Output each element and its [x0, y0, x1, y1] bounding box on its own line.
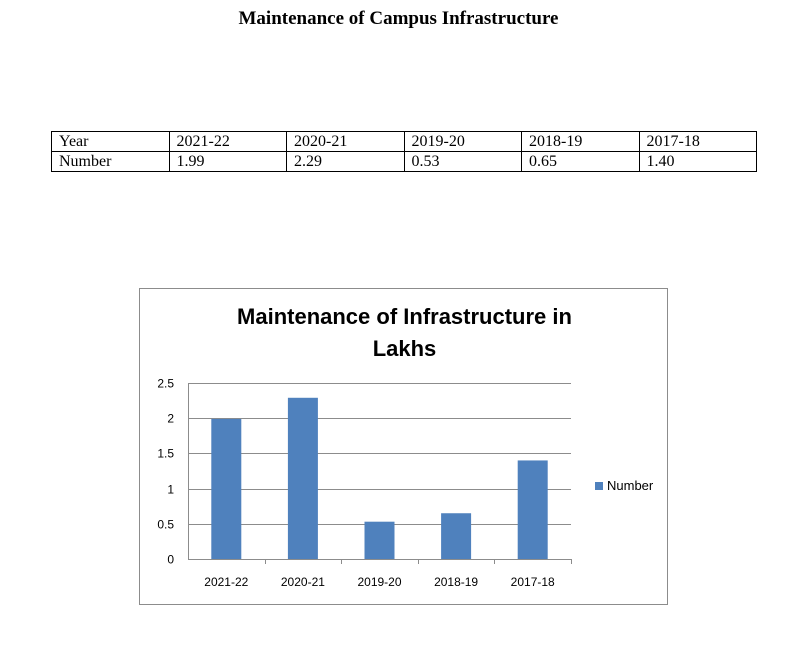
bar — [441, 513, 472, 559]
table-cell: 2.29 — [286, 151, 405, 172]
x-tick-label: 2021-22 — [204, 575, 248, 589]
data-table: Year 2021-22 2020-21 2019-20 2018-19 201… — [51, 131, 757, 172]
x-tick-label: 2019-20 — [357, 575, 401, 589]
bar — [211, 418, 242, 559]
x-tick-label: 2020-21 — [281, 575, 325, 589]
document-title: Maintenance of Campus Infrastructure — [238, 8, 559, 29]
legend-swatch — [595, 481, 603, 490]
table-cell: 2021-22 — [168, 131, 287, 152]
table-cell: 1.40 — [638, 151, 757, 172]
y-tick-label: 0.5 — [157, 518, 174, 532]
table-cell: 1.99 — [168, 151, 287, 172]
y-tick-label: 1 — [167, 483, 174, 497]
y-tick-label: 2.5 — [157, 377, 174, 391]
table-cell: 2019-20 — [403, 131, 522, 152]
chart-title-line-2: Lakhs — [372, 336, 437, 361]
chart-title: Maintenance of Infrastructure in Lakhs — [140, 301, 669, 365]
table-row: Year 2021-22 2020-21 2019-20 2018-19 201… — [51, 131, 757, 152]
y-tick-label: 0 — [167, 553, 174, 567]
x-tick-label: 2018-19 — [434, 575, 478, 589]
table-cell: Number — [51, 151, 170, 172]
x-tick-label: 2017-18 — [511, 575, 555, 589]
table-cell: 2018-19 — [521, 131, 640, 152]
table-cell: 2017-18 — [638, 131, 757, 152]
chart-title-line-1: Maintenance of Infrastructure in — [237, 304, 572, 329]
bar — [517, 460, 548, 559]
bar — [287, 397, 318, 559]
table-row: Number 1.99 2.29 0.53 0.65 1.40 — [51, 151, 757, 172]
table-cell: 2020-21 — [286, 131, 405, 152]
chart-legend: Number — [595, 478, 653, 493]
y-tick-label: 2 — [167, 412, 174, 426]
y-tick-label: 1.5 — [157, 447, 174, 461]
table-cell: 0.65 — [521, 151, 640, 172]
bar — [364, 521, 395, 559]
table-cell: 0.53 — [403, 151, 522, 172]
table-cell: Year — [51, 131, 170, 152]
chart-container: Maintenance of Infrastructure in Lakhs 0… — [139, 288, 668, 605]
legend-label: Number — [607, 478, 654, 493]
bar-chart-plot: 0 0.5 1 1.5 2 2.5 2021-22 2020-21 2019-20 2018-19… — [157, 377, 572, 589]
